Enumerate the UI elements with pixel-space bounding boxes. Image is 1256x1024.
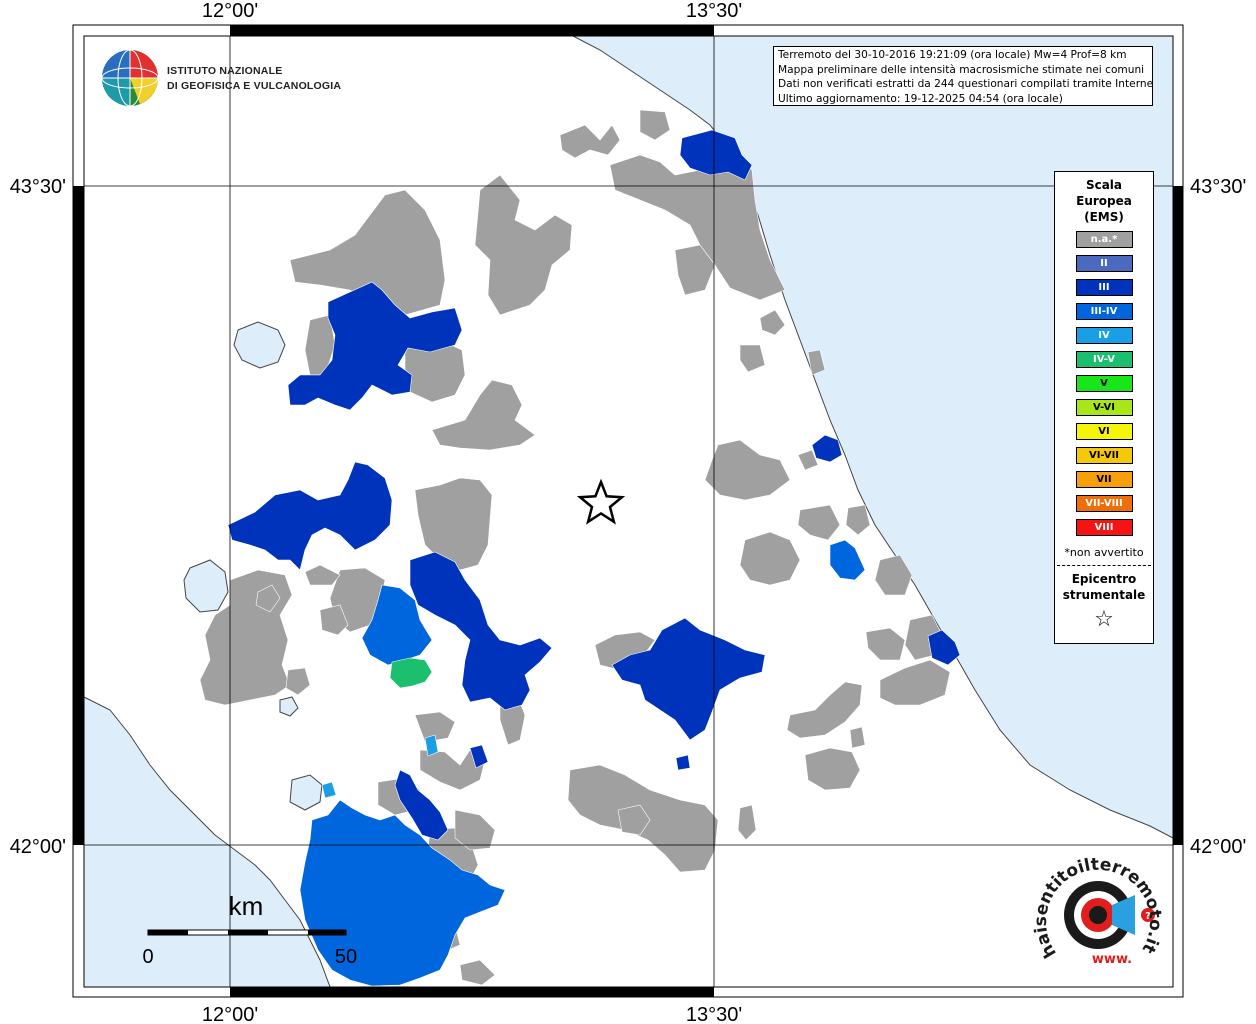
legend-title-line2: Europea [1076, 194, 1132, 208]
legend-epicenter: Epicentro strumentale [1055, 571, 1153, 603]
lake-bolsena [183, 559, 229, 613]
legend-item: VI-VII [1075, 447, 1133, 464]
question-icon [1141, 908, 1155, 922]
municipalities-intensity-iv-v [389, 657, 433, 689]
legend-items: n.a.* II III III-IV IV IV-V V V-VI VI VI-VII VII VI… [1055, 231, 1153, 536]
ingv-name-line1: ISTITUTO NAZIONALE [167, 65, 282, 77]
legend-item: IV-V [1075, 351, 1133, 368]
legend-item: VIII [1075, 519, 1133, 536]
municipalities-intensity-iii-iv [299, 539, 866, 987]
legend-title-line1: Scala [1085, 178, 1123, 192]
legend-epicenter-line1: Epicentro [1071, 572, 1137, 586]
lake-trasimeno [233, 321, 286, 369]
legend: Scala Europea (EMS) n.a.* II III III-IV IV IV… [1054, 171, 1154, 644]
lon-label-bottom-2: 13°30' [686, 1004, 742, 1024]
ingv-logo: ISTITUTO NAZIONALE DI GEOFISICA E VULCAN… [101, 49, 341, 107]
legend-item: n.a.* [1075, 231, 1133, 248]
hsit-badge-www: www. [1092, 952, 1132, 967]
legend-note: *non avvertito [1064, 546, 1144, 559]
legend-item: VII-VIII [1075, 495, 1133, 512]
legend-item: VII [1075, 471, 1133, 488]
lat-label-left-2: 42°00' [10, 836, 66, 858]
info-line-3: Dati non verificati estratti da 244 ques… [778, 78, 1153, 90]
legend-item: IV [1075, 327, 1133, 344]
legend-star-icon: ☆ [1094, 607, 1114, 632]
legend-item: VI [1075, 423, 1133, 440]
info-line-1: Terremoto del 30-10-2016 19:21:09 (ora l… [778, 49, 1127, 61]
scale-label-start: 0 [142, 946, 153, 968]
legend-item: II [1075, 255, 1133, 272]
lat-label-right-2: 42°00' [1190, 836, 1246, 858]
graticule [84, 36, 1173, 987]
scale-unit: km [229, 891, 264, 921]
info-box: Terremoto del 30-10-2016 19:21:09 (ora l… [773, 46, 1153, 106]
municipalities-intensity-iv [321, 734, 439, 799]
info-line-2: Mappa preliminare delle intensità macros… [778, 63, 1145, 76]
lon-label-bottom-1: 12°00' [202, 1004, 258, 1024]
legend-item: V-VI [1075, 399, 1133, 416]
ingv-name-line2: DI GEOFISICA E VULCANOLOGIA [167, 80, 341, 92]
lon-label-top-1: 12°00' [202, 0, 258, 22]
megaphone-icon [1112, 895, 1135, 935]
legend-epicenter-line2: strumentale [1062, 588, 1146, 602]
tyrrhenian-sea [83, 696, 331, 988]
scale-label-end: 50 [335, 946, 357, 968]
epicenter-star [576, 478, 626, 525]
legend-item: V [1075, 375, 1133, 392]
legend-title-line3: (EMS) [1084, 210, 1124, 224]
legend-separator [1057, 565, 1151, 566]
svg-text:?: ? [1145, 911, 1151, 922]
adriatic-sea [572, 35, 1174, 839]
lake-small [279, 696, 299, 717]
lake-bracciano [289, 774, 323, 811]
info-line-4: Ultimo aggiornamento: 19-12-2025 04:54 (… [778, 92, 1063, 105]
frame-ticks [73, 25, 1183, 997]
legend-item: III [1075, 279, 1133, 296]
lon-label-top-2: 13°30' [686, 0, 742, 22]
lat-label-left-1: 43°30' [10, 176, 66, 198]
legend-item: III-IV [1075, 303, 1133, 320]
lat-label-right-1: 43°30' [1190, 176, 1246, 198]
municipalities-intensity-iii [227, 129, 961, 841]
scale-bar: km 0 50 [142, 891, 357, 968]
legend-title: Scala Europea (EMS) [1055, 177, 1153, 225]
